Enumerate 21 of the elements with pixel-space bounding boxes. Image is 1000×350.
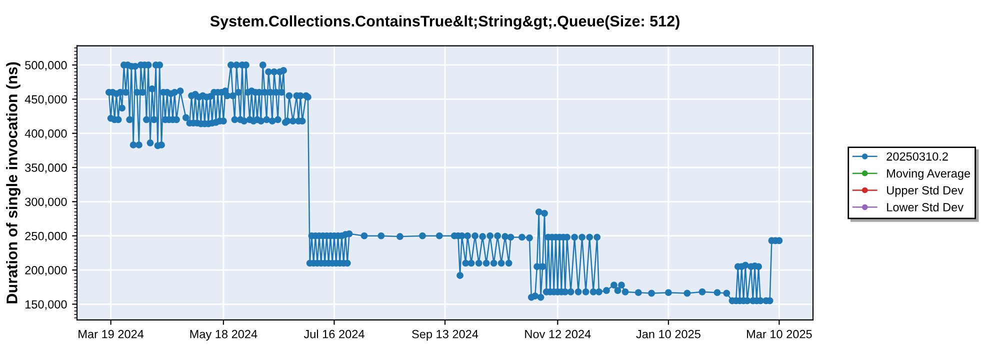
y-tick-label: 150,000 (26, 300, 67, 310)
y-tick-label: 500,000 (25, 61, 67, 71)
x-tick-label: May 18 2024 (190, 330, 258, 341)
x-tick-label: Nov 12 2024 (525, 330, 591, 338)
x-tick-label: Sep 13 2024 (412, 330, 478, 341)
legend-label: Upper Std Dev (887, 186, 964, 197)
chart-title: System.Collections.ContainsTrue&lt;String&gt;.Queue(Size: 512) (210, 15, 680, 30)
legend-label: Lower Std Dev (887, 202, 964, 212)
y-tick-label: 250,000 (25, 232, 67, 242)
y-tick-label: 200,000 (25, 266, 67, 276)
legend-label: 20250310.2 (886, 152, 948, 161)
x-tick-label: Mar 19 2024 (78, 330, 144, 338)
x-tick-label: Jul 16 2024 (304, 330, 364, 338)
x-tick-label: Jan 10 2025 (636, 330, 700, 338)
x-tick-label: Mar 10 2025 (747, 330, 812, 338)
y-tick-label: 450,000 (24, 95, 67, 105)
y-tick-label: 350,000 (25, 164, 67, 174)
y-tick-label: 300,000 (25, 198, 67, 208)
y-tick-label: 400,000 (24, 129, 67, 140)
y-axis-title: Duration of single invocation (ns) (6, 62, 20, 304)
legend-label: Moving Average (887, 168, 970, 180)
